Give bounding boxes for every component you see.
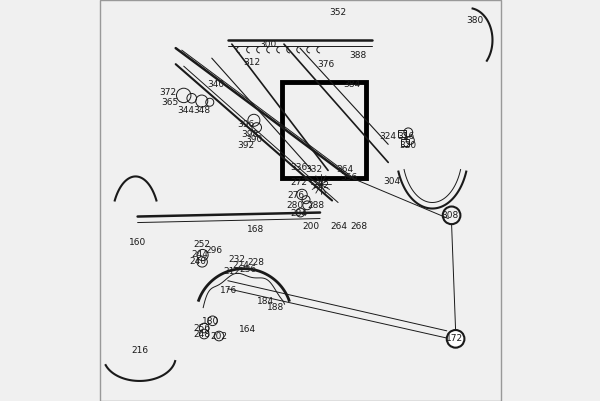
Text: 160: 160 <box>129 238 146 247</box>
Text: 240: 240 <box>189 257 206 266</box>
Text: 200: 200 <box>302 222 319 231</box>
Text: 216: 216 <box>131 346 148 355</box>
Text: 288: 288 <box>307 201 325 210</box>
Text: 340: 340 <box>207 80 224 89</box>
Text: 324: 324 <box>380 132 397 141</box>
Text: 332: 332 <box>305 165 323 174</box>
Text: 348: 348 <box>193 106 211 115</box>
Text: 398: 398 <box>241 130 259 139</box>
Text: 248: 248 <box>193 330 210 339</box>
Text: 244: 244 <box>191 250 208 259</box>
Text: 372: 372 <box>159 88 176 97</box>
Text: 168: 168 <box>247 225 265 234</box>
Text: 376: 376 <box>317 61 335 69</box>
Text: 300: 300 <box>259 41 277 49</box>
Text: 184: 184 <box>257 297 274 306</box>
Text: 272: 272 <box>290 178 307 187</box>
Text: 284: 284 <box>290 209 308 218</box>
Text: 396: 396 <box>237 120 254 129</box>
Text: 264: 264 <box>331 222 347 231</box>
Text: 344: 344 <box>177 106 194 115</box>
Text: 188: 188 <box>268 304 284 312</box>
Text: 296: 296 <box>205 246 223 255</box>
Text: 256: 256 <box>193 324 211 333</box>
Bar <box>282 82 366 178</box>
Text: 236: 236 <box>239 265 256 274</box>
Text: 352: 352 <box>329 8 347 17</box>
Circle shape <box>447 330 464 348</box>
Text: 316: 316 <box>398 132 415 141</box>
Text: 304: 304 <box>383 177 401 186</box>
Text: 202: 202 <box>211 332 227 340</box>
Text: 268: 268 <box>351 222 368 231</box>
Text: 390: 390 <box>245 135 263 144</box>
Text: 164: 164 <box>239 325 256 334</box>
Text: 384: 384 <box>344 80 361 89</box>
Text: 312: 312 <box>244 58 260 67</box>
Text: 320: 320 <box>400 141 417 150</box>
Text: 180: 180 <box>202 317 220 326</box>
Text: 232: 232 <box>228 255 245 264</box>
Text: 336: 336 <box>290 163 307 172</box>
Text: 212: 212 <box>223 267 241 276</box>
Text: 364: 364 <box>337 165 354 174</box>
Text: 365: 365 <box>161 98 178 107</box>
Bar <box>401 139 409 146</box>
Bar <box>398 130 406 137</box>
Text: 276: 276 <box>287 191 305 200</box>
Text: 356: 356 <box>340 173 358 182</box>
Text: 280: 280 <box>286 201 304 210</box>
Text: 252: 252 <box>193 240 210 249</box>
Text: 224: 224 <box>232 261 249 270</box>
Text: 176: 176 <box>220 286 237 295</box>
Text: 308: 308 <box>442 211 459 220</box>
Text: 388: 388 <box>350 51 367 60</box>
Text: 380: 380 <box>466 16 483 24</box>
Text: 392: 392 <box>238 141 254 150</box>
Text: 172: 172 <box>446 334 463 343</box>
Text: 228: 228 <box>247 258 265 267</box>
Text: 292: 292 <box>313 181 329 190</box>
